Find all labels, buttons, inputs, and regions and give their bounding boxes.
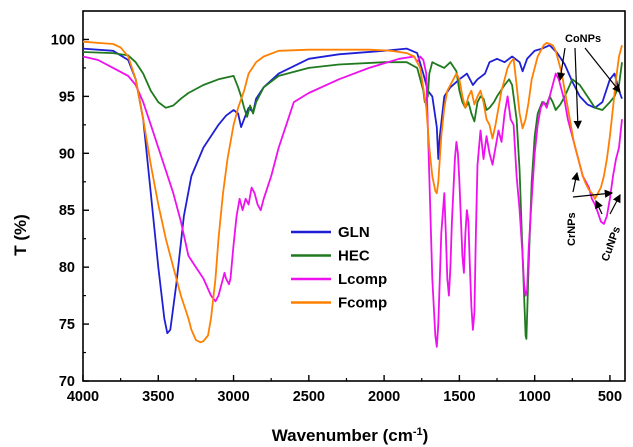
annotation-cunps-arrow-2 xyxy=(609,193,621,215)
plot-border xyxy=(82,10,626,382)
y-tick-label: 100 xyxy=(51,32,75,48)
x-tick-label: 3500 xyxy=(142,389,174,405)
y-tick-label: 70 xyxy=(59,374,75,390)
legend-label-hec: HEC xyxy=(338,248,370,265)
axes-layer: 4000 3500 3000 2500 2000 1500 1000 500 70 75 80 85 9… xyxy=(51,32,622,405)
x-axis-title-tail: ) xyxy=(423,426,429,445)
legend-label-gln: GLN xyxy=(338,224,370,241)
legend-label-fcomp: Fcomp xyxy=(338,295,387,312)
y-tick-label: 80 xyxy=(59,260,75,276)
series-line-lcomp xyxy=(82,55,623,348)
x-tick-label: 500 xyxy=(598,389,622,405)
y-tick-label: 90 xyxy=(59,146,75,162)
x-tick-label: 1000 xyxy=(519,389,551,405)
x-axis-title: Wavenumber (cm-1) xyxy=(272,426,429,445)
x-tick-label: 3000 xyxy=(217,389,249,405)
y-tick-label: 75 xyxy=(59,317,75,333)
annotation-conps-arrow-3 xyxy=(584,47,621,93)
series-line-fcomp xyxy=(82,40,623,344)
annotation-cunps-label: CuNPs xyxy=(600,225,624,263)
series-line-gln xyxy=(82,44,623,335)
plot-frame xyxy=(82,10,626,382)
annotation-crnps-label: CrNPs xyxy=(566,212,578,246)
annotation-crnps-arrow-1 xyxy=(571,171,580,193)
annotation-crnps-arrow-2 xyxy=(572,189,614,198)
x-tick-label: 2500 xyxy=(293,389,325,405)
legend: GLN HEC Lcomp Fcomp xyxy=(291,224,387,312)
legend-label-lcomp: Lcomp xyxy=(338,271,387,288)
x-axis-title-main: Wavenumber (cm xyxy=(272,426,413,445)
annotation-conps-arrow-2 xyxy=(573,47,582,130)
x-axis-title-sup: -1 xyxy=(413,426,423,438)
annotation-cunps-arrow-1 xyxy=(595,199,603,215)
series-layer xyxy=(82,40,623,348)
annotation-conps-label: CoNPs xyxy=(565,33,601,45)
x-tick-label: 2000 xyxy=(368,389,400,405)
annotation-conps-arrow-1 xyxy=(556,47,566,82)
y-axis-title: T (%) xyxy=(11,214,30,256)
x-tick-label: 4000 xyxy=(67,389,99,405)
x-tick-label: 1500 xyxy=(443,389,475,405)
y-tick-label: 85 xyxy=(59,203,75,219)
annotations: CoNPs CrNPs CuNPs xyxy=(556,33,624,263)
y-tick-label: 95 xyxy=(59,89,75,105)
